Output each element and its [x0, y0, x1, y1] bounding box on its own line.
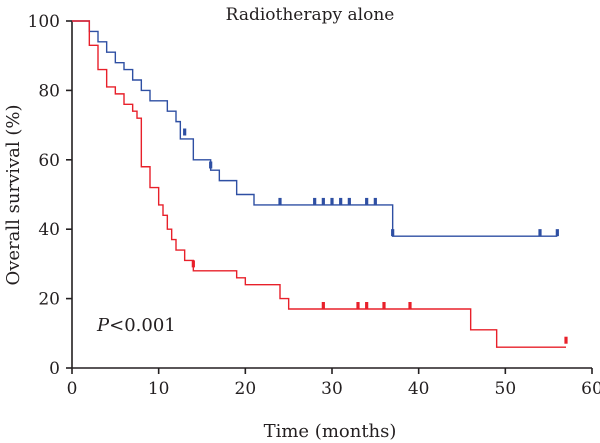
survival-curve: [72, 20, 558, 237]
x-tick-label: 40: [408, 379, 430, 399]
x-tick-label: 20: [235, 379, 257, 399]
x-tick-label: 50: [495, 379, 517, 399]
p-value-text: <0.001: [109, 315, 176, 336]
survival-series-1: [72, 20, 559, 237]
y-tick-label: 100: [28, 12, 60, 32]
series-layer: [72, 20, 568, 348]
survival-curve: [72, 20, 566, 348]
p-value-symbol: P: [96, 315, 110, 336]
y-tick-label: 20: [38, 290, 60, 310]
y-tick-label: 40: [38, 220, 60, 240]
x-tick-label: 10: [148, 379, 170, 399]
y-tick-label: 0: [49, 359, 60, 379]
p-value-annotation: P<0.001: [96, 315, 176, 336]
y-axis-title: Overall survival (%): [3, 104, 24, 285]
axes: 0 10 20 30 40 50 60 0 20 40 60 80 100: [28, 12, 600, 399]
y-tick-label: 80: [38, 81, 60, 101]
x-axis-title: Time (months): [264, 421, 397, 442]
survival-series-2: [72, 20, 568, 348]
y-tick-label: 60: [38, 151, 60, 171]
chart-title: Radiotherapy alone: [226, 5, 395, 25]
x-tick-label: 0: [67, 379, 78, 399]
x-tick-label: 60: [581, 379, 600, 399]
x-tick-label: 30: [321, 379, 343, 399]
